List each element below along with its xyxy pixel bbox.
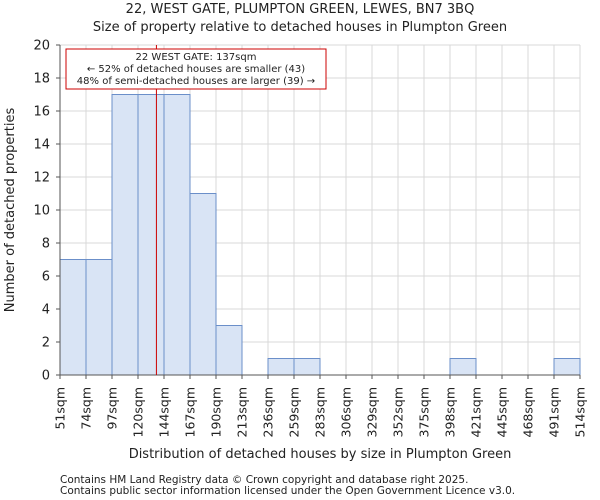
y-tick-label: 10 — [33, 204, 50, 219]
x-tick-label: 190sqm — [209, 387, 224, 437]
x-tick-label: 329sqm — [365, 387, 380, 437]
y-tick-label: 20 — [33, 39, 50, 54]
x-tick-label: 144sqm — [157, 387, 172, 437]
x-tick-label: 259sqm — [287, 387, 302, 437]
annotation-box — [65, 48, 327, 90]
annotation-line: 48% of semi-detached houses are larger (… — [77, 76, 315, 87]
x-tick-label: 375sqm — [417, 387, 432, 437]
histogram-bar — [267, 358, 295, 376]
x-tick-label: 97sqm — [105, 387, 120, 430]
histogram-bar — [215, 325, 243, 376]
annotation-line: ← 52% of detached houses are smaller (43… — [87, 64, 305, 75]
x-tick-label: 213sqm — [235, 387, 250, 437]
chart-title: 22, WEST GATE, PLUMPTON GREEN, LEWES, BN… — [125, 2, 475, 17]
histogram-bar — [137, 94, 165, 376]
y-tick-label: 16 — [33, 105, 50, 120]
y-tick-label: 8 — [42, 237, 50, 252]
y-tick-label: 4 — [42, 303, 50, 318]
x-tick-label: 468sqm — [521, 387, 536, 437]
x-tick-label: 74sqm — [79, 387, 94, 430]
x-tick-label: 167sqm — [183, 387, 198, 437]
x-tick-label: 398sqm — [443, 387, 458, 437]
y-axis-title: Number of detached properties — [3, 108, 18, 313]
x-tick-label: 120sqm — [131, 387, 146, 437]
histogram-bar — [59, 259, 87, 376]
footer-licence: Contains public sector information licen… — [60, 485, 516, 497]
x-tick-label: 491sqm — [547, 387, 562, 437]
x-tick-label: 51sqm — [53, 387, 68, 430]
x-tick-label: 514sqm — [573, 387, 588, 437]
y-tick-label: 6 — [42, 270, 50, 285]
y-tick-label: 0 — [42, 369, 50, 384]
y-tick-label: 2 — [42, 336, 50, 351]
y-tick-label: 12 — [33, 171, 50, 186]
x-tick-label: 445sqm — [495, 387, 510, 437]
x-tick-label: 236sqm — [261, 387, 276, 437]
histogram-bar — [293, 358, 321, 376]
histogram-bar — [449, 358, 477, 376]
chart-subtitle: Size of property relative to detached ho… — [92, 20, 508, 35]
histogram-bar — [111, 94, 139, 376]
annotation-line: 22 WEST GATE: 137sqm — [136, 52, 257, 63]
y-tick-label: 14 — [33, 138, 50, 153]
histogram-bar — [553, 358, 581, 376]
x-tick-label: 283sqm — [313, 387, 328, 437]
x-tick-label: 352sqm — [391, 387, 406, 437]
y-tick-label: 18 — [33, 72, 50, 87]
footer-copyright: Contains HM Land Registry data © Crown c… — [60, 474, 469, 486]
histogram-bar — [85, 259, 113, 376]
histogram-bar — [163, 94, 191, 376]
x-tick-label: 306sqm — [339, 387, 354, 437]
x-axis-title: Distribution of detached houses by size … — [129, 447, 512, 462]
histogram-chart: 0 2 4 6 8 10 12 14 16 18 20 51sqm 74sqm 97sqm 120sqm 14… — [3, 39, 588, 463]
histogram-bar — [189, 193, 217, 376]
x-tick-label: 421sqm — [469, 387, 484, 437]
